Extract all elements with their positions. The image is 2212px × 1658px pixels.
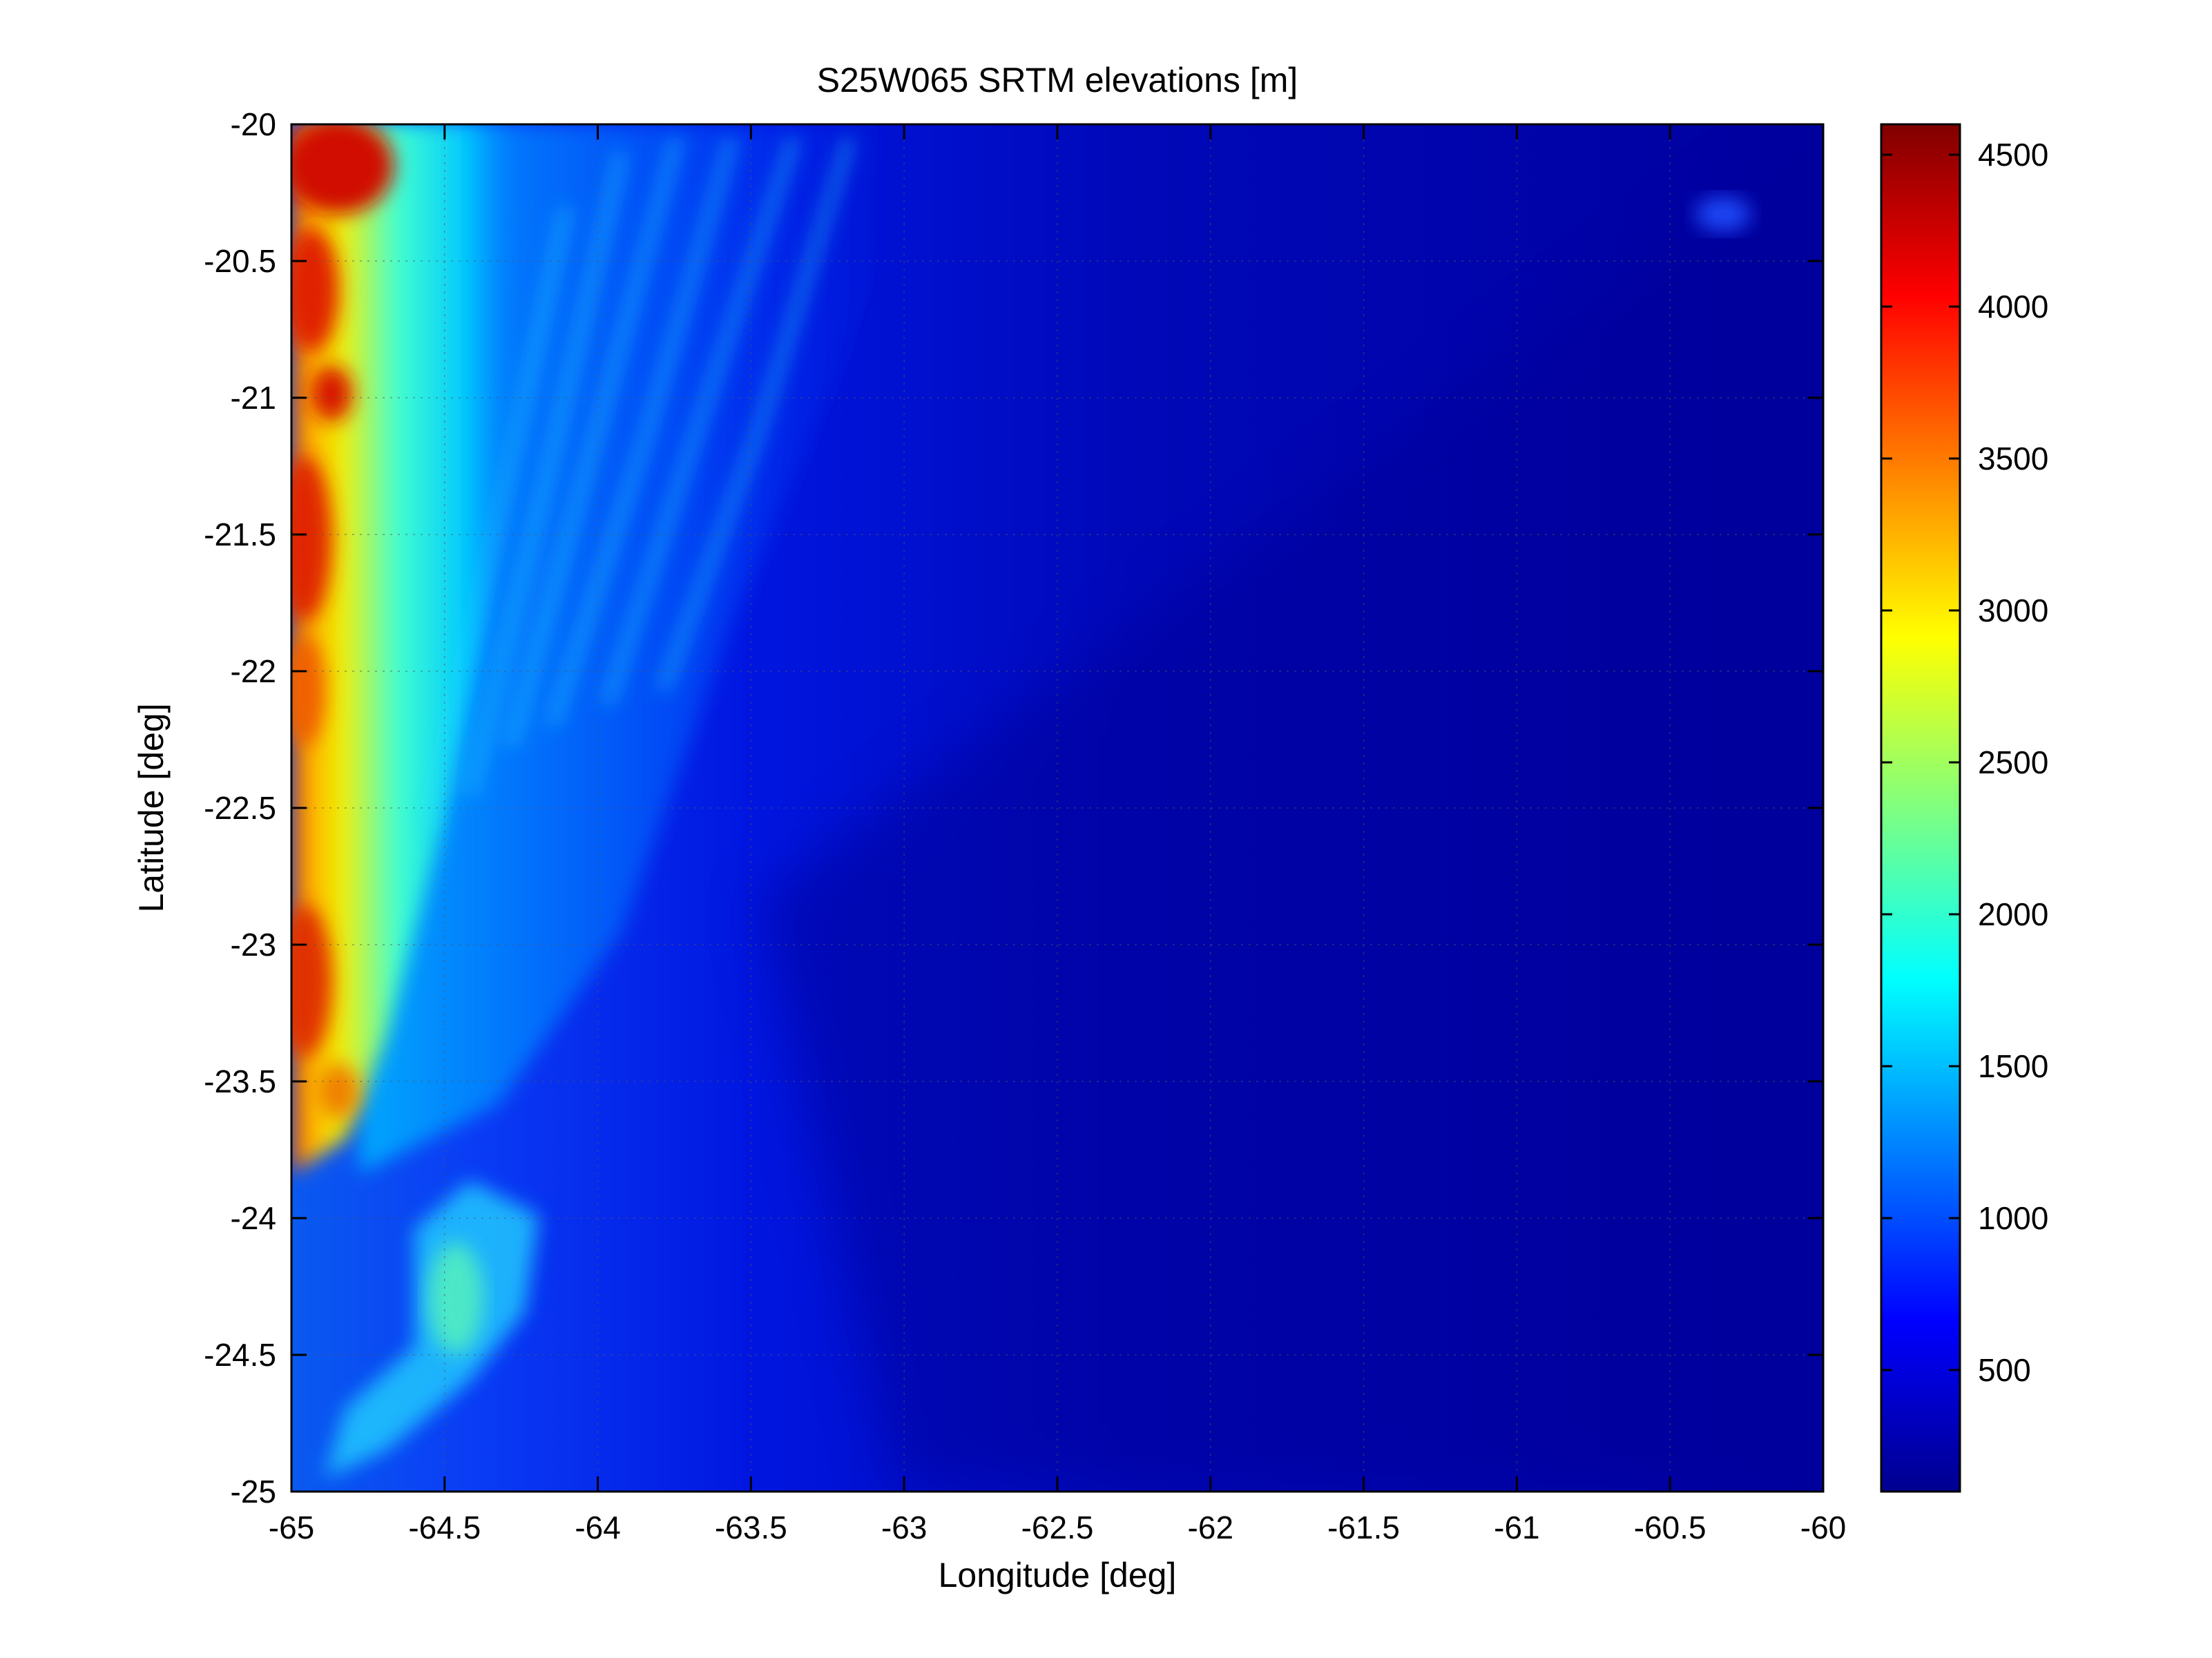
southern-hills [325,1181,539,1478]
ne-feature [1695,197,1751,231]
colorbar-tick-label: 3500 [1978,441,2048,476]
heatmap-image [291,124,1823,1492]
eastern-lowlands [760,124,1823,1492]
x-tick-label: -61 [1494,1510,1539,1545]
x-tick-label: -64 [575,1510,620,1545]
y-tick-labels: -20 -20.5 -21 -21.5 -22 -22.5 -23 -23.5 -24 -24.5… [204,106,276,1510]
colorbar-tick-label: 4500 [1978,137,2048,173]
y-tick-label: -23 [231,927,276,963]
y-tick-label: -24.5 [204,1337,276,1373]
y-tick-label: -22.5 [204,790,276,826]
x-tick-label: -60 [1800,1510,1846,1545]
plot-title: S25W065 SRTM elevations [m] [817,61,1298,99]
y-tick-label: -20 [231,106,276,142]
colorbar-tick-label: 500 [1978,1352,2031,1388]
x-tick-label: -62.5 [1021,1510,1094,1545]
colorbar-tick-label: 2500 [1978,744,2048,780]
y-tick-label: -20.5 [204,243,276,279]
colorbar-tick-label: 2000 [1978,896,2048,932]
colorbar-tick-labels: 500 1000 1500 2000 2500 3000 3500 4000 4500 [1978,137,2048,1388]
colorbar-ticks [1881,153,1960,1371]
x-tick-label: -64.5 [408,1510,481,1545]
colorbar-tick-label: 3000 [1978,592,2048,628]
y-axis-title: Latitude [deg] [132,703,171,912]
colorbar-tick-label: 4000 [1978,289,2048,325]
x-axis-title: Longitude [deg] [939,1556,1177,1594]
x-tick-label: -65 [269,1510,314,1545]
y-tick-label: -21 [231,380,276,416]
colorbar-tick-label: 1500 [1978,1048,2048,1084]
x-tick-label: -62 [1188,1510,1233,1545]
southern-hill-peak [428,1243,483,1353]
x-tick-label: -61.5 [1327,1510,1400,1545]
axis-ticks [290,123,1825,1493]
x-tick-label: -63 [881,1510,927,1545]
red-peaks [291,124,394,1119]
y-tick-label: -21.5 [204,517,276,552]
ridges [425,137,853,830]
y-tick-label: -24 [231,1200,276,1236]
y-tick-label: -23.5 [204,1063,276,1099]
colorbar [1880,123,1961,1493]
y-tick-label: -25 [231,1474,276,1510]
colorbar-tick-label: 1000 [1978,1200,2048,1236]
y-tick-label: -22 [231,653,276,689]
grid-lines [291,124,1823,1492]
x-tick-label: -60.5 [1634,1510,1706,1545]
x-tick-labels: -65 -64.5 -64 -63.5 -63 -62.5 -62 -61.5 -61 -60.5… [269,1510,1846,1545]
x-tick-label: -63.5 [715,1510,787,1545]
